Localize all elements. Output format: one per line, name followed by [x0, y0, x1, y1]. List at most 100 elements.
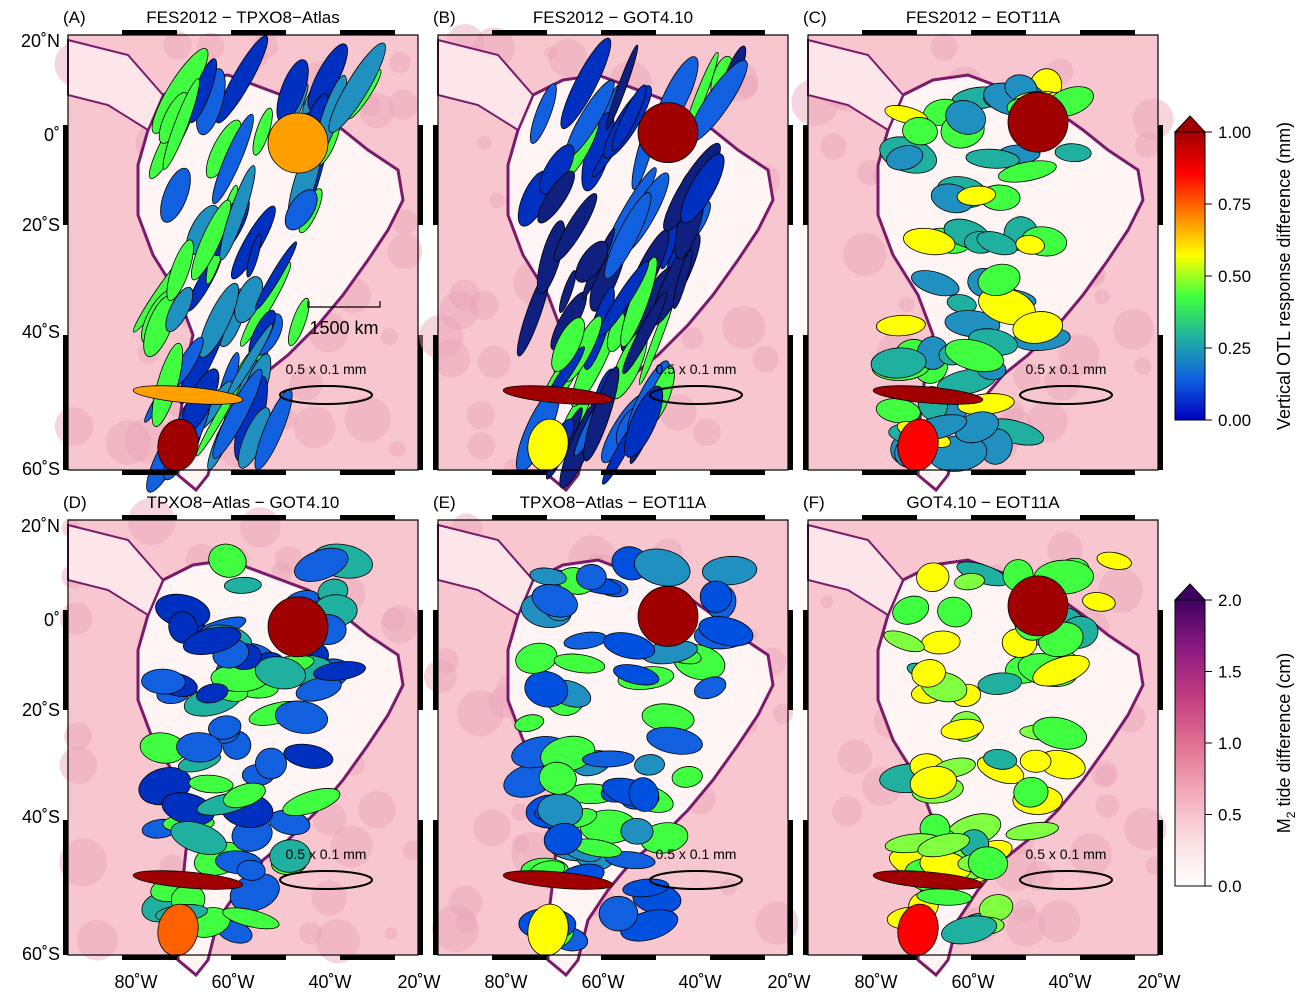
otl-ellipse	[162, 78, 200, 170]
frame-tick	[231, 955, 286, 960]
tide-anomaly-patch	[1069, 833, 1112, 876]
panel-letter: (A)	[63, 8, 86, 27]
tide-anomaly-patch	[419, 314, 464, 359]
tide-anomaly-patch	[76, 919, 118, 961]
frame-tick	[803, 125, 808, 225]
tide-anomaly-patch	[382, 608, 406, 631]
tide-anomaly-patch	[344, 396, 391, 443]
otl-ellipse	[254, 656, 306, 690]
tide-anomaly-patch	[511, 803, 530, 822]
frame-tick	[433, 820, 438, 955]
otl-ellipse	[543, 822, 583, 856]
otl-ellipse	[909, 766, 957, 799]
otl-ellipse	[576, 564, 607, 591]
otl-ellipse	[628, 777, 659, 812]
longitude-label: 40˚W	[678, 972, 721, 992]
tide-anomaly-patch	[722, 305, 766, 349]
frame-tick	[122, 955, 177, 960]
frame-tick	[788, 610, 793, 710]
otl-ellipse	[945, 100, 986, 135]
tide-anomaly-patch	[455, 912, 477, 934]
frame-tick	[63, 125, 68, 225]
otl-ellipse	[176, 732, 223, 763]
otl-ellipse	[886, 145, 924, 171]
otl-ellipse	[911, 659, 946, 688]
tide-colorbar-gradient	[1174, 599, 1206, 887]
tide-anomaly-patch	[105, 420, 151, 466]
frame-tick	[340, 470, 395, 475]
otl-ellipse	[208, 715, 242, 740]
frame-tick	[63, 335, 68, 470]
tide-anomaly-patch	[512, 834, 530, 852]
otl-ellipse	[634, 754, 665, 776]
reference-ellipse	[1019, 385, 1113, 405]
panel-letter: (B)	[433, 8, 456, 27]
otl-ellipse	[1032, 716, 1087, 750]
tide-anomaly-patch	[330, 825, 373, 868]
reference-ellipse	[1019, 870, 1113, 890]
tide-anomaly-patch	[387, 89, 418, 120]
otl-ellipse	[575, 240, 609, 283]
frame-tick	[971, 515, 1026, 520]
frame-tick	[231, 470, 286, 475]
frame-tick	[231, 30, 286, 35]
tide-anomaly-patch	[477, 345, 511, 379]
tide-anomaly-patch	[433, 648, 459, 674]
longitude-label: 60˚W	[581, 972, 624, 992]
frame-tick	[710, 955, 765, 960]
otl-ellipse	[634, 548, 691, 587]
otl-ellipse	[903, 227, 956, 256]
tide-anomaly-patch	[681, 327, 704, 350]
tide-anomaly-patch	[449, 279, 480, 311]
tide-anomaly-patch	[898, 296, 915, 313]
tide-anomaly-patch	[477, 135, 492, 150]
tide-anomaly-patch	[1094, 289, 1110, 305]
otl-colorbar-over-arrow	[1173, 115, 1207, 133]
otl-ellipse	[1015, 235, 1045, 255]
reference-ellipse-label: 0.5 x 0.1 mm	[1026, 361, 1107, 377]
frame-tick	[340, 515, 395, 520]
reference-ellipse-label: 0.5 x 0.1 mm	[656, 846, 737, 862]
otl-ellipse	[252, 107, 273, 156]
tide-anomaly-patch	[489, 192, 505, 209]
otl-ellipse	[872, 870, 984, 890]
otl-ellipse	[956, 185, 997, 206]
latitude-label: 60˚S	[22, 944, 60, 964]
frame-tick	[63, 820, 68, 955]
otl-ellipse	[313, 661, 366, 681]
otl-ellipse	[284, 189, 318, 231]
colorbar-tick-label: 0.5	[1218, 806, 1242, 825]
otl-ellipse	[165, 286, 194, 333]
map-panel-f: 0.5 x 0.1 mm (F) GOT4.10 − EOT11A 80˚W 60˚W 4…	[803, 493, 1181, 992]
tide-anomaly-patch	[299, 921, 323, 945]
otl-ellipse	[132, 385, 244, 405]
otl-ellipse	[613, 664, 660, 686]
tide-anomaly-patch	[59, 838, 107, 887]
otl-ellipse	[269, 839, 311, 873]
otl-ellipse	[872, 385, 984, 405]
reference-ellipse-label: 0.5 x 0.1 mm	[286, 361, 367, 377]
frame-tick	[710, 30, 765, 35]
otl-ellipse	[603, 632, 656, 660]
otl-ellipse	[620, 818, 654, 845]
panel-title: FES2012 − GOT4.10	[533, 8, 693, 27]
frame-tick	[340, 955, 395, 960]
tide-anomaly-patch	[384, 927, 397, 940]
panel-letter: (F)	[803, 493, 825, 512]
frame-tick	[971, 470, 1026, 475]
tide-anomaly-patch	[1024, 861, 1054, 891]
frame-tick	[122, 470, 177, 475]
tide-anomaly-patch	[820, 595, 834, 609]
otl-ellipse	[288, 297, 310, 347]
frame-tick	[788, 335, 793, 470]
otl-ellipse	[502, 870, 614, 890]
tide-colorbar-over-arrow	[1173, 583, 1207, 601]
panel-letter: (E)	[433, 493, 456, 512]
otl-ellipse	[583, 366, 620, 462]
otl-ellipse	[646, 726, 703, 755]
otl-ellipse	[622, 291, 668, 375]
tide-anomaly-patch	[1095, 793, 1120, 818]
otl-ellipse	[275, 700, 328, 734]
otl-ellipse	[531, 584, 578, 618]
otl-ellipse	[598, 895, 639, 932]
